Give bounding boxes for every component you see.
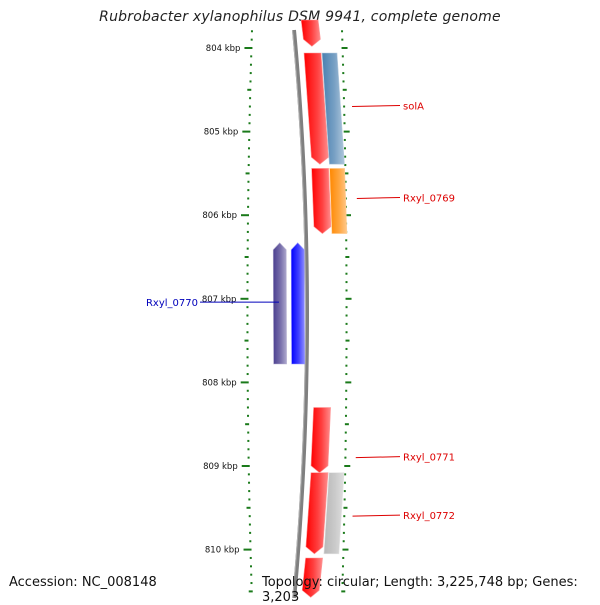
gene-feature bbox=[301, 557, 323, 598]
label-leader-line bbox=[356, 196, 401, 199]
tick-label: 804 kbp bbox=[206, 44, 241, 54]
map-title: Rubrobacter xylanophilus DSM 9941, compl… bbox=[99, 9, 501, 25]
topology-text: Topology: circular; Length: 3,225,748 bp… bbox=[262, 575, 578, 605]
gene-features bbox=[272, 19, 348, 598]
tick-label: 810 kbp bbox=[205, 546, 240, 556]
gene-feature bbox=[329, 168, 348, 234]
gene-feature bbox=[321, 52, 345, 165]
gene-feature bbox=[310, 407, 331, 474]
backbone-highlight bbox=[292, 29, 306, 599]
accession-text: Accession: NC_008148 bbox=[9, 575, 157, 590]
backbone-arc bbox=[292, 29, 309, 599]
backbone bbox=[292, 29, 309, 599]
tick-label: 806 kbp bbox=[202, 211, 237, 221]
gene-feature bbox=[311, 168, 332, 234]
gene-feature bbox=[272, 242, 287, 365]
gene-label: solA bbox=[403, 102, 424, 113]
gene-feature bbox=[290, 242, 305, 365]
tick-label: 808 kbp bbox=[202, 378, 237, 388]
gene-label: Rxyl_0770 bbox=[146, 298, 198, 309]
gene-feature bbox=[300, 19, 321, 47]
gene-label: Rxyl_0772 bbox=[403, 511, 455, 522]
gene-label: Rxyl_0769 bbox=[403, 193, 455, 204]
gene-feature bbox=[303, 52, 329, 165]
gene-feature bbox=[323, 472, 345, 555]
gene-label: Rxyl_0771 bbox=[403, 453, 455, 464]
tick-labels: 804 kbp 805 kbp 806 kbp 807 kbp 808 kbp 809 k… bbox=[202, 44, 241, 556]
gene-labels: solA Rxyl_0769 Rxyl_0770 Rxyl_0771 Rxyl_0772 bbox=[146, 102, 455, 523]
tick-label: 807 kbp bbox=[202, 295, 237, 305]
tick-label: 809 kbp bbox=[203, 462, 238, 472]
gene-feature bbox=[305, 472, 329, 555]
tick-label: 805 kbp bbox=[204, 128, 239, 138]
label-leader-line bbox=[355, 456, 401, 459]
label-leader-line bbox=[352, 105, 401, 108]
label-leader-line bbox=[352, 514, 401, 517]
